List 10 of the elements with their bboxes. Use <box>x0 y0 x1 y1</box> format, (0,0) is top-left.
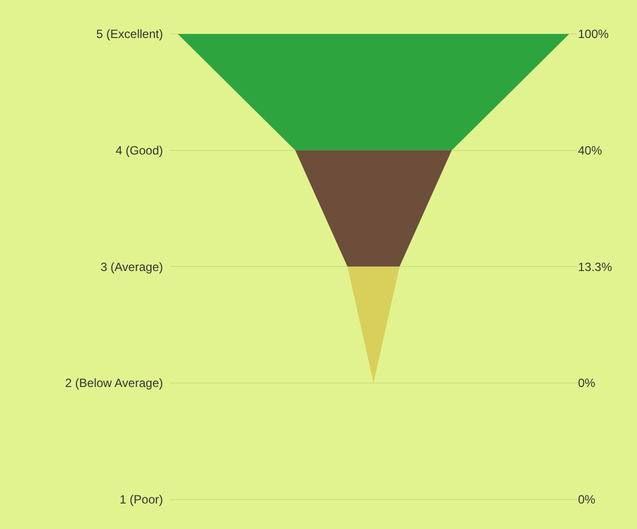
category-label: 4 (Good) <box>116 144 163 158</box>
category-label: 5 (Excellent) <box>96 27 163 42</box>
data-label: 0% <box>578 492 596 507</box>
data-label: 13.3% <box>578 260 612 274</box>
category-label: 2 (Below Average) <box>65 376 163 390</box>
category-label: 3 (Average) <box>100 260 163 274</box>
category-label: 1 (Poor) <box>120 492 163 507</box>
data-label: 40% <box>578 144 602 158</box>
data-label: 0% <box>578 376 596 390</box>
data-label: 100% <box>578 27 610 42</box>
